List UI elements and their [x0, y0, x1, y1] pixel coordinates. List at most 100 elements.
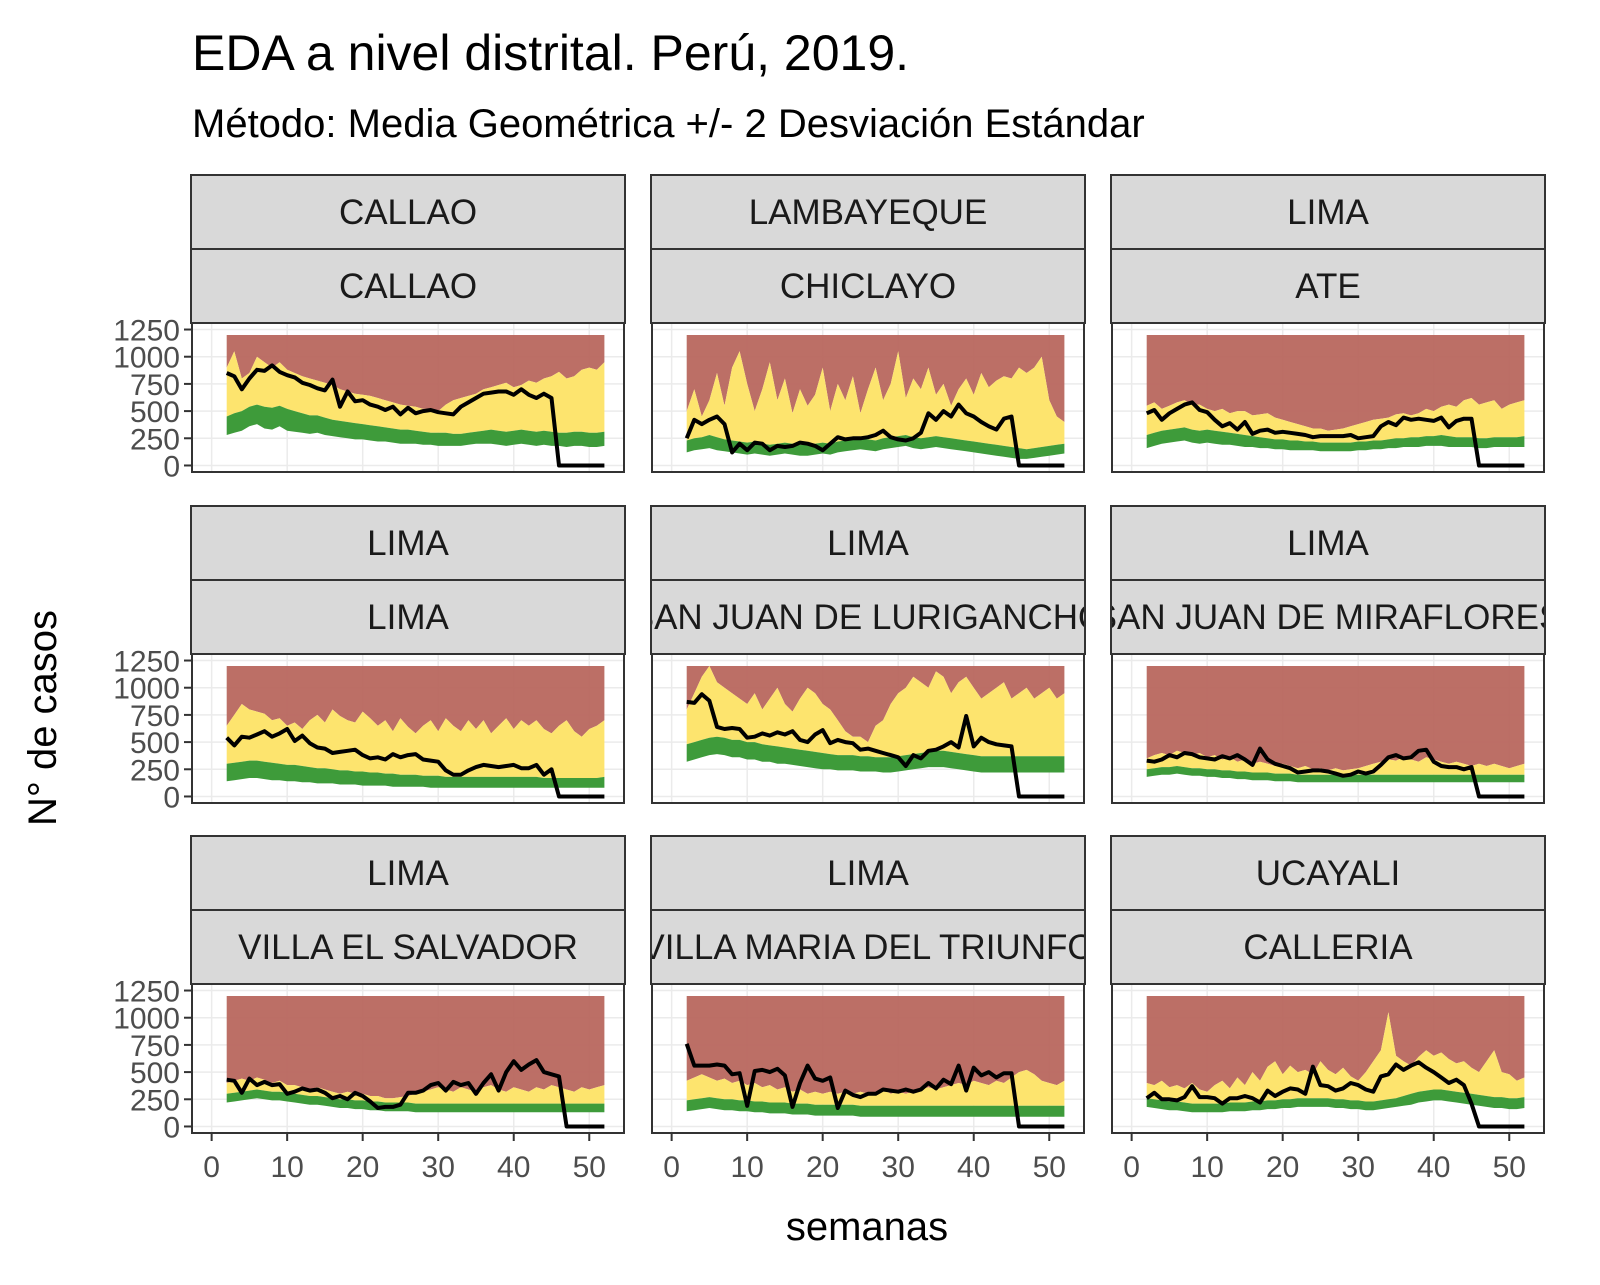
- x-tick-label: 0: [203, 1151, 220, 1184]
- zone-alarm: [686, 1069, 1065, 1106]
- strip-district: [650, 579, 1086, 655]
- y-tick-label: 0: [163, 1111, 180, 1144]
- strip-district-label: VILLA MARIA DEL TRIUNFO: [641, 928, 1094, 967]
- strip-department-label: LIMA: [827, 524, 909, 563]
- x-tick-label: 20: [346, 1151, 379, 1184]
- zone-alarm: [1146, 1012, 1525, 1104]
- y-tick-label: 500: [130, 396, 180, 429]
- x-tick-label: 40: [1417, 1151, 1450, 1184]
- strip-department: [650, 174, 1086, 250]
- zone-security: [1146, 766, 1525, 783]
- chart-subtitle: Método: Media Geométrica +/- 2 Desviació…: [192, 102, 1145, 146]
- strip-district-label: CHICLAYO: [780, 267, 956, 306]
- y-tick-label: 1000: [113, 342, 180, 375]
- zone-alarm: [226, 704, 605, 778]
- strip-district: [190, 579, 626, 655]
- x-tick-label: 40: [957, 1151, 990, 1184]
- zone-epidemic: [1146, 996, 1525, 1092]
- panel: LIMA ATE: [1110, 174, 1546, 473]
- y-tick-label: 250: [130, 754, 180, 787]
- x-axis-label: semanas: [786, 1205, 948, 1249]
- zone-security: [686, 435, 1065, 459]
- strip-district-label: SAN JUAN DE MIRAFLORES: [1094, 598, 1563, 637]
- observed-cases-line: [226, 1058, 605, 1129]
- zone-epidemic: [686, 335, 1065, 422]
- x-tick-label: 20: [1266, 1151, 1299, 1184]
- strip-department-label: UCAYALI: [1256, 854, 1401, 893]
- strip-department-label: LIMA: [827, 854, 909, 893]
- x-tick-label: 30: [882, 1151, 915, 1184]
- x-tick-label: 40: [497, 1151, 530, 1184]
- zone-alarm: [686, 351, 1065, 450]
- y-tick-label: 1000: [113, 1003, 180, 1036]
- y-tick-label: 1250: [113, 976, 180, 1009]
- x-tick-label: 50: [1493, 1151, 1526, 1184]
- zone-alarm: [226, 1077, 605, 1104]
- zone-epidemic: [226, 335, 605, 412]
- x-tick-label: 10: [1190, 1151, 1223, 1184]
- zone-epidemic: [1146, 335, 1525, 431]
- strip-department: [190, 174, 626, 250]
- strip-department: [190, 505, 626, 581]
- x-tick-label: 50: [573, 1151, 606, 1184]
- panel-border: [191, 322, 625, 473]
- x-tick-label: 30: [422, 1151, 455, 1184]
- y-axis-label: N° de casos: [21, 610, 65, 826]
- y-tick-label: 500: [130, 727, 180, 760]
- panel-border: [651, 322, 1085, 473]
- panel: LAMBAYEQUE CHICLAYO: [650, 174, 1086, 473]
- zone-security: [226, 1089, 605, 1113]
- y-tick-label: 1250: [113, 646, 180, 679]
- strip-department: [190, 835, 626, 911]
- strip-district-label: LIMA: [367, 598, 449, 637]
- zone-alarm: [226, 351, 605, 434]
- y-tick-label: 750: [130, 369, 180, 402]
- panels-layer: CALLAOCALLAO025050075010001250LAMBAYEQUE…: [113, 174, 1563, 1184]
- panel-border: [191, 653, 625, 804]
- strip-department: [1110, 835, 1546, 911]
- x-tick-label: 10: [730, 1151, 763, 1184]
- x-tick-label: 10: [270, 1151, 303, 1184]
- y-tick-label: 750: [130, 700, 180, 733]
- observed-cases-line: [1145, 1060, 1525, 1129]
- panel-border: [191, 983, 625, 1134]
- x-tick-label: 0: [663, 1151, 680, 1184]
- zone-epidemic: [686, 996, 1065, 1094]
- zone-security: [226, 760, 605, 788]
- zone-alarm: [1146, 398, 1525, 443]
- observed-cases-line: [1146, 746, 1525, 799]
- y-tick-label: 0: [163, 450, 180, 483]
- x-tick-label: 0: [1123, 1151, 1140, 1184]
- strip-district-label: VILLA EL SALVADOR: [238, 928, 578, 967]
- strip-department-label: LIMA: [1287, 193, 1369, 232]
- zone-security: [686, 1097, 1065, 1117]
- y-tick-label: 0: [163, 781, 180, 814]
- strip-district: [650, 909, 1086, 985]
- strip-department-label: LIMA: [1287, 524, 1369, 563]
- observed-cases-line: [1145, 400, 1525, 468]
- observed-cases-line: [684, 402, 1065, 468]
- strip-district-label: SAN JUAN DE LURIGANCHO: [631, 598, 1106, 637]
- observed-cases-line: [225, 363, 605, 468]
- panel: LIMA VILLA MARIA DEL TRIUNFO 0 10 20 30 40 50: [641, 835, 1094, 1184]
- y-tick-label: 500: [130, 1057, 180, 1090]
- strip-district-label: CALLERIA: [1243, 928, 1413, 967]
- panel-border: [1111, 322, 1545, 473]
- x-tick-label: 50: [1033, 1151, 1066, 1184]
- observed-cases-line: [686, 692, 1065, 799]
- x-tick-label: 30: [1342, 1151, 1375, 1184]
- strip-department-label: LAMBAYEQUE: [749, 193, 988, 232]
- strip-district: [190, 909, 626, 985]
- zone-security: [1146, 1089, 1525, 1113]
- y-tick-label: 250: [130, 423, 180, 456]
- zone-epidemic: [686, 666, 1065, 743]
- panel: LIMA SAN JUAN DE LURIGANCHO: [631, 505, 1106, 804]
- observed-cases-line: [684, 1043, 1065, 1129]
- panel: UCAYALI CALLERIA 0 10 20 30 40 50: [1110, 835, 1546, 1184]
- zone-security: [1146, 427, 1525, 452]
- strip-department-label: LIMA: [367, 524, 449, 563]
- y-tick-label: 1250: [113, 315, 180, 348]
